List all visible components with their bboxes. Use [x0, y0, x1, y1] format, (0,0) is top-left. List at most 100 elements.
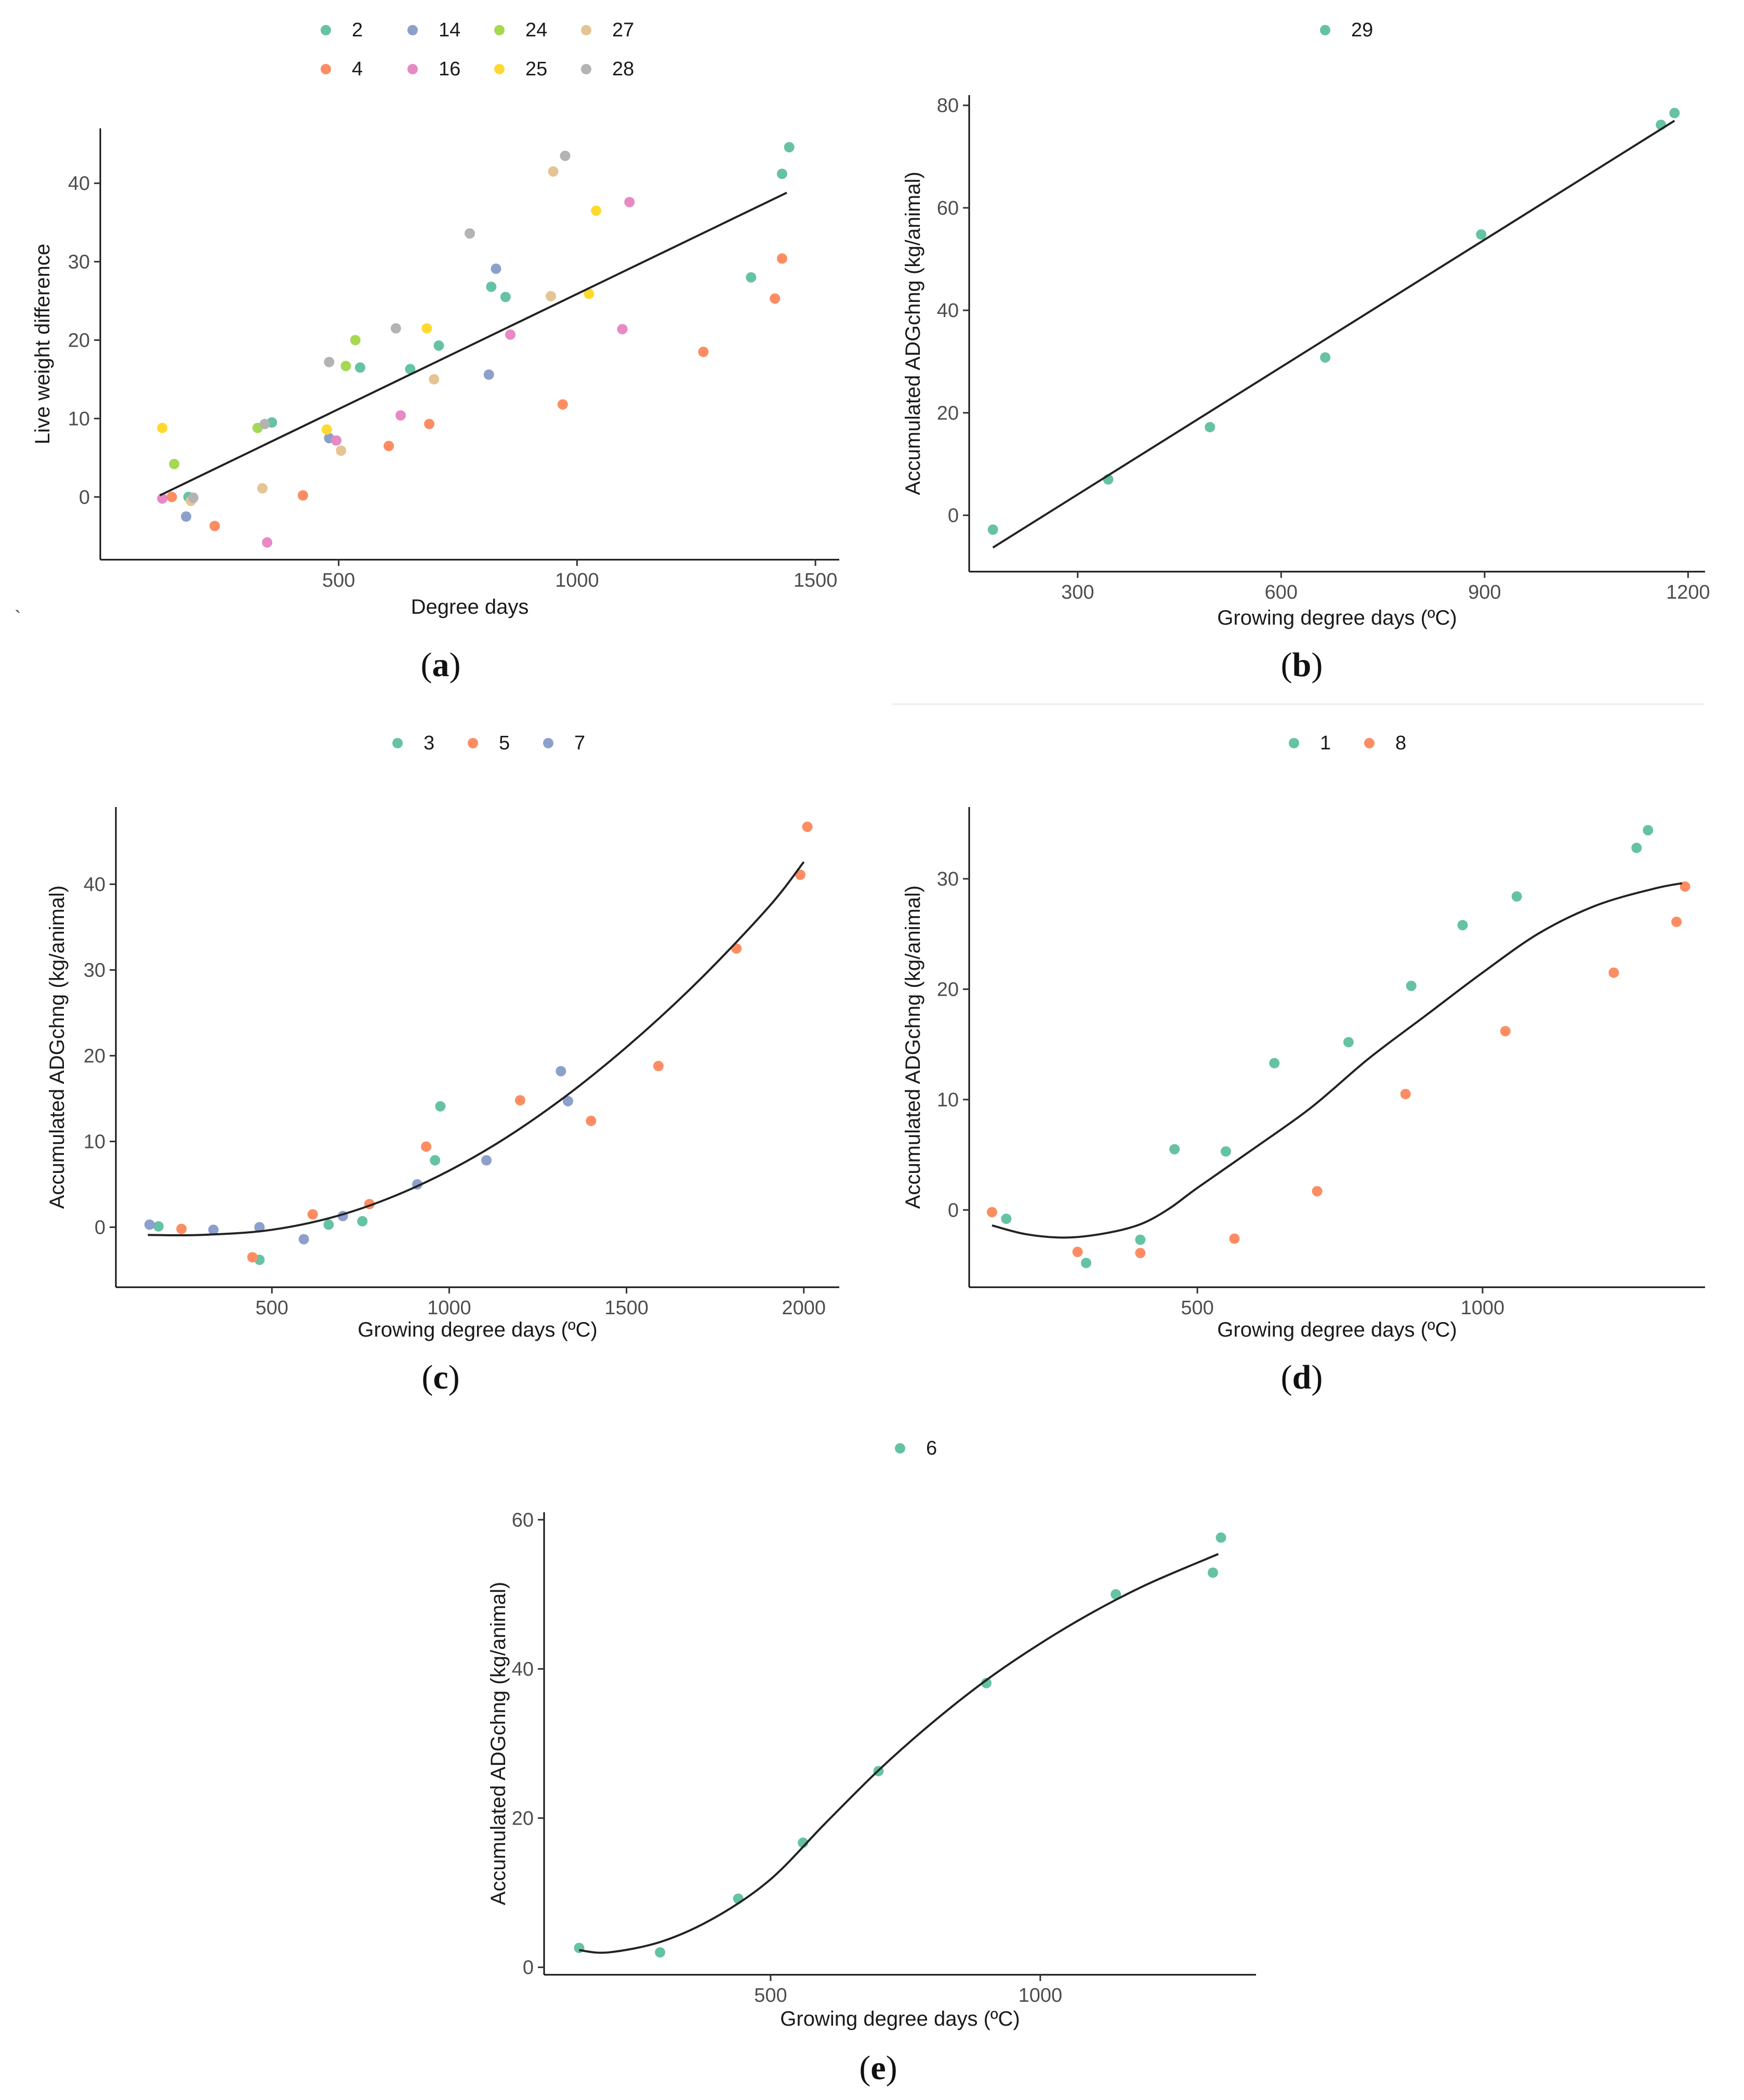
- data-point-series-28: [259, 418, 270, 429]
- legend-label-6: 6: [926, 1437, 937, 1459]
- data-point-series-16: [624, 196, 635, 207]
- y-axis-label: Accumulated ADGchng (kg/animal): [902, 886, 924, 1209]
- data-point-series-2: [500, 292, 511, 302]
- data-point-series-3: [435, 1101, 446, 1112]
- data-point-series-1: [1135, 1234, 1146, 1245]
- data-point-series-1: [1220, 1146, 1231, 1157]
- panel-label-close-paren: ): [1311, 1358, 1323, 1396]
- data-point-series-5: [802, 821, 813, 832]
- y-tick-label: 10: [84, 1131, 105, 1153]
- data-point-series-27: [336, 445, 347, 456]
- x-tick-label: 500: [322, 570, 355, 591]
- trend-line: [992, 120, 1675, 549]
- legend-swatch-29: [1320, 25, 1330, 35]
- data-point-series-2: [433, 340, 444, 351]
- x-tick-label: 1500: [794, 570, 838, 591]
- data-point-series-25: [591, 205, 602, 216]
- data-point-series-7: [298, 1234, 309, 1245]
- legend-label-14: 14: [439, 19, 460, 41]
- x-tick-label: 2000: [782, 1297, 826, 1319]
- y-tick-label: 10: [68, 408, 90, 430]
- data-point-series-24: [169, 458, 180, 469]
- data-point-series-2: [486, 281, 497, 292]
- y-tick-label: 20: [512, 1808, 534, 1830]
- data-point-series-8: [1312, 1186, 1323, 1197]
- panel-label-letter: b: [1292, 646, 1312, 684]
- x-axis-label: Degree days: [411, 596, 529, 618]
- legend-swatch-27: [581, 25, 591, 35]
- data-point-series-1: [1343, 1037, 1354, 1048]
- y-tick-label: 30: [68, 252, 90, 273]
- x-tick-label: 1000: [1461, 1297, 1505, 1319]
- panel-label: (e): [859, 2049, 897, 2087]
- data-point-series-16: [331, 435, 342, 446]
- x-axis-label: Growing degree days (ºC): [358, 1318, 597, 1341]
- x-axis-label: Growing degree days (ºC): [1217, 1318, 1457, 1341]
- data-point-series-28: [560, 150, 571, 161]
- data-point-series-28: [324, 356, 335, 367]
- x-tick-label: 1000: [555, 570, 599, 591]
- data-point-series-5: [247, 1252, 258, 1263]
- data-point-series-5: [176, 1223, 187, 1234]
- y-tick-label: 80: [937, 95, 959, 117]
- data-point-series-16: [262, 537, 273, 548]
- data-point-series-28: [465, 228, 475, 239]
- data-point-series-14: [483, 369, 494, 380]
- data-point-series-1: [1406, 981, 1417, 992]
- legend-swatch-28: [581, 64, 591, 74]
- panel-label: (a): [421, 646, 461, 684]
- x-tick-label: 500: [1181, 1297, 1213, 1319]
- panel-label: (d): [1281, 1358, 1323, 1396]
- x-tick-label: 500: [754, 1985, 787, 2006]
- panel-label-letter: d: [1292, 1358, 1312, 1396]
- data-point-series-25: [584, 288, 594, 299]
- data-point-series-2: [405, 364, 416, 375]
- x-tick-label: 300: [1061, 582, 1094, 603]
- panel-label-open-paren: (: [421, 646, 432, 684]
- data-point-series-16: [157, 493, 168, 504]
- y-tick-label: 10: [937, 1089, 959, 1111]
- data-point-series-3: [153, 1221, 164, 1232]
- data-point-series-27: [429, 374, 440, 385]
- data-point-series-25: [421, 323, 432, 334]
- legend-swatch-14: [407, 25, 418, 35]
- data-point-series-4: [698, 347, 709, 358]
- data-point-series-1: [1511, 891, 1522, 902]
- y-tick-label: 0: [948, 1199, 959, 1221]
- legend-label-5: 5: [499, 732, 510, 754]
- data-point-series-4: [776, 253, 787, 264]
- data-point-series-3: [430, 1155, 441, 1166]
- data-point-series-1: [1269, 1058, 1280, 1068]
- panel-label-close-paren: ): [886, 2049, 897, 2087]
- x-tick-label: 900: [1468, 582, 1501, 603]
- data-point-series-8: [1671, 916, 1682, 927]
- x-tick-label: 1200: [1666, 582, 1710, 603]
- data-point-series-1: [1081, 1258, 1092, 1269]
- data-point-series-4: [166, 492, 177, 503]
- data-point-series-29: [1320, 352, 1331, 363]
- y-tick-label: 20: [937, 402, 959, 424]
- chart-panel-d: 500 1000 0 10 20 30 Growing degree days (ºC) Ac…: [902, 732, 1705, 1396]
- data-point-series-4: [424, 418, 435, 429]
- legend-label-1: 1: [1320, 732, 1331, 754]
- y-tick-label: 20: [84, 1046, 105, 1067]
- panel-label-letter: a: [432, 646, 450, 684]
- panel-label-open-paren: (: [421, 1358, 433, 1396]
- legend-label-8: 8: [1395, 732, 1406, 754]
- data-point-series-4: [297, 490, 308, 501]
- y-tick-label: 0: [523, 1957, 534, 1979]
- legend-label-28: 28: [612, 58, 634, 80]
- panel-label-letter: c: [433, 1358, 448, 1396]
- panel-label-open-paren: (: [1281, 1358, 1292, 1396]
- legend-swatch-5: [468, 738, 478, 748]
- data-point-series-6: [1207, 1567, 1218, 1578]
- legend-label-16: 16: [439, 58, 460, 80]
- panel-label-close-paren: ): [1311, 646, 1323, 684]
- data-point-series-3: [323, 1219, 334, 1230]
- chart-panel-b: 300 600 900 1200 0 20 40 60 80 Growing degree day…: [902, 19, 1710, 684]
- data-point-series-7: [556, 1066, 566, 1077]
- y-axis-label: Accumulated ADGchng (kg/animal): [46, 886, 69, 1209]
- legend-swatch-25: [494, 64, 505, 74]
- y-tick-label: 40: [68, 173, 90, 195]
- trend-line: [579, 1553, 1219, 1954]
